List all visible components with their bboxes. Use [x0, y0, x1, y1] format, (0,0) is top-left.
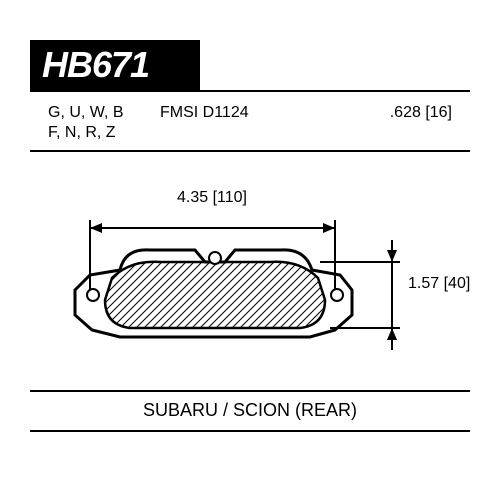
fmsi-code: FMSI D1124	[160, 104, 249, 122]
thickness-mm: [16]	[425, 104, 452, 121]
part-number-box: HB671	[30, 40, 200, 90]
info-row: G, U, W, B F, N, R, Z FMSI D1124 .628 [1…	[30, 100, 470, 150]
spec-sheet: HB671 G, U, W, B F, N, R, Z FMSI D1124 .…	[30, 40, 470, 460]
compound-codes-2: F, N, R, Z	[48, 124, 116, 142]
brake-pad-shape	[75, 250, 352, 337]
divider-bottom	[30, 390, 470, 392]
svg-text:1.57 [40]: 1.57 [40]	[408, 275, 470, 292]
svg-text:4.35 [110]: 4.35 [110]	[177, 189, 247, 206]
brake-pad-diagram: 4.35 [110]	[30, 170, 470, 390]
divider-top	[30, 90, 470, 92]
divider-mid	[30, 150, 470, 152]
application-label: SUBARU / SCION (REAR)	[30, 400, 470, 421]
diagram-svg: 4.35 [110]	[30, 170, 470, 390]
part-number: HB671	[42, 44, 149, 86]
thickness-in: .628	[390, 104, 421, 121]
divider-end	[30, 430, 470, 432]
thickness-spec: .628 [16]	[390, 104, 452, 122]
compound-codes-1: G, U, W, B	[48, 104, 124, 122]
